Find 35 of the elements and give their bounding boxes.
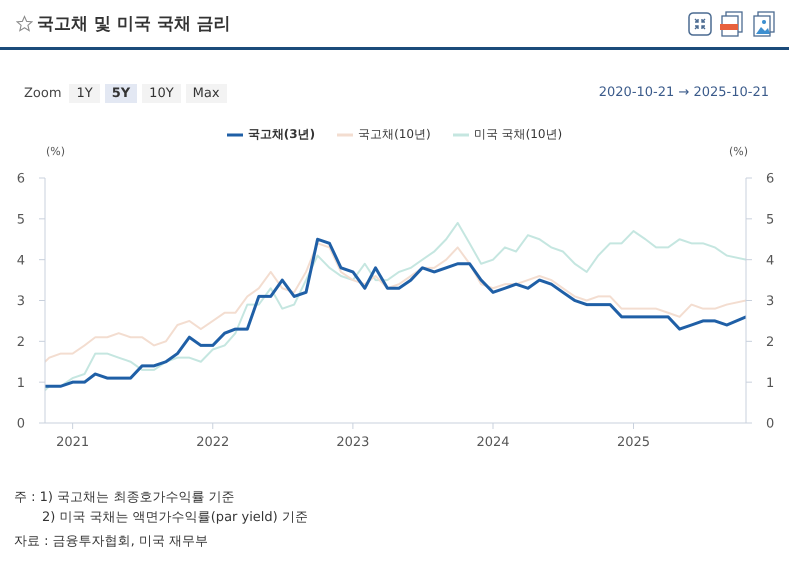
legend-label: 미국 국채(10년) [474,126,562,143]
y2-tick-label: 1 [766,376,774,391]
zoom-button: 10Y [142,84,181,103]
x-tick-label: 2021 [56,435,90,450]
zoom-button: 5Y [104,84,138,103]
text: 2) 미국 국채는 액면가수익률(par yield) 기준 [41,509,308,527]
y-tick-label: 4 [16,253,25,268]
y-tick-label: 5 [16,212,25,228]
text: 주 : 1) 국고채는 최종호가수익률 기준 [14,489,236,507]
y2-axis-title: (%) [729,145,748,158]
y-tick-label: 0 [16,416,25,432]
y2-tick-label: 3 [766,294,774,310]
chart-title: 국고채 및 미국 국채 금리 [37,13,231,35]
y2-tick-label: 4 [766,253,774,268]
x-tick-label: 2025 [616,435,650,450]
text: Zoom [24,86,62,101]
x-tick-label: 2024 [476,435,510,450]
y-tick-label: 6 [16,172,25,187]
line-series [45,242,746,363]
x-tick-label: 2022 [196,435,230,450]
y2-tick-label: 0 [766,416,774,432]
text: 자료 : 금융투자협회, 미국 재무부 [14,533,210,551]
y2-tick-label: 5 [766,212,774,228]
x-tick-label: 2023 [336,435,370,450]
zoom-button: 1Y [69,84,100,103]
y-axis-title: (%) [46,145,66,158]
y-tick-label: 2 [16,334,25,350]
y-tick-label: 3 [16,294,25,310]
y2-tick-label: 6 [766,172,774,187]
y2-tick-label: 2 [766,334,774,350]
zoom-button: Max [186,84,227,103]
legend-label: 국고채(10년) [358,126,431,143]
text: 2020-10-21 → 2025-10-21 [598,85,769,100]
y-tick-label: 1 [16,376,25,391]
legend-label: 국고채(3년) [248,126,316,143]
